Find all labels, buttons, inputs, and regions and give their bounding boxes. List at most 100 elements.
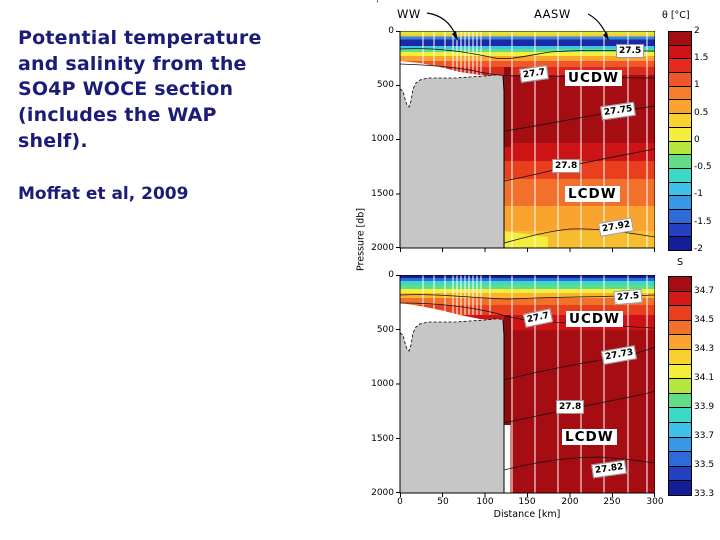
colorbar-segment bbox=[669, 167, 691, 182]
colorbar-segment bbox=[669, 113, 691, 127]
temperature-colorbar bbox=[668, 31, 692, 251]
shelf-slope-outline bbox=[502, 319, 505, 493]
slide-citation: Moffat et al, 2009 bbox=[18, 184, 189, 205]
region-label-lcdw: LCDW bbox=[562, 429, 617, 445]
colorbar-segment bbox=[669, 58, 691, 73]
colorbar-tick-label: -1.5 bbox=[694, 217, 712, 227]
isopycnal-label-chip: 27.5 bbox=[616, 44, 645, 58]
colorbar-tick-label: 33.7 bbox=[694, 431, 715, 441]
x-tick-label: 0 bbox=[397, 497, 403, 507]
colorbar-segment bbox=[669, 208, 691, 223]
x-tick-label: 50 bbox=[437, 497, 449, 507]
colorbar-segment bbox=[669, 319, 691, 335]
colorbar-segment bbox=[669, 334, 691, 349]
x-tick-label: 150 bbox=[518, 497, 536, 507]
colorbar-tick-label: 34.1 bbox=[694, 373, 715, 383]
stray-mark: ’ bbox=[376, 0, 379, 10]
salinity-colorbar-label: S bbox=[676, 257, 684, 268]
x-tick-label: 300 bbox=[646, 497, 664, 507]
y-tick-label: 500 bbox=[376, 325, 394, 335]
shelf-outline-dashed bbox=[399, 74, 504, 108]
colorbar-segment bbox=[669, 154, 691, 168]
aasw-arrowhead bbox=[603, 32, 609, 41]
x-tick-label: 200 bbox=[561, 497, 579, 507]
region-label-ucdw: UCDW bbox=[565, 70, 622, 86]
colorbar-segment bbox=[669, 44, 691, 59]
isopycnal-label-chip: 27.8 bbox=[552, 159, 581, 173]
colorbar-tick-label: -0.5 bbox=[694, 162, 712, 172]
shelf-outline-dashed bbox=[399, 318, 504, 352]
x-tick-label: 250 bbox=[603, 497, 621, 507]
y-tick-label: 0 bbox=[388, 270, 394, 280]
colorbar-tick-label: 0 bbox=[694, 135, 700, 145]
axis-ticks bbox=[396, 275, 655, 497]
colorbar-segment bbox=[669, 32, 691, 45]
isopycnal-label-chip: 27.5 bbox=[613, 288, 643, 306]
region-label-lcdw: LCDW bbox=[565, 186, 620, 202]
colorbar-tick-label: -2 bbox=[694, 244, 703, 254]
colorbar-tick-label: 34.3 bbox=[694, 344, 715, 354]
colorbar-segment bbox=[669, 392, 691, 408]
y-tick-label: 1500 bbox=[371, 189, 394, 199]
slide-title: Potential temperature and salinity from … bbox=[18, 27, 262, 152]
colorbar-tick-label: 33.3 bbox=[694, 489, 715, 499]
aasw-arrow bbox=[587, 13, 608, 37]
colorbar-segment bbox=[669, 140, 691, 155]
colorbar-tick-label: 1 bbox=[694, 80, 700, 90]
water-mass-label-ww: WW bbox=[397, 7, 421, 21]
colorbar-segment bbox=[669, 305, 691, 320]
colorbar-tick-label: 33.9 bbox=[694, 402, 715, 412]
colorbar-segment bbox=[669, 290, 691, 306]
colorbar-segment bbox=[669, 421, 691, 437]
colorbar-segment bbox=[669, 378, 691, 393]
shelf-bathymetry bbox=[400, 319, 504, 493]
region-label-ucdw: UCDW bbox=[566, 311, 623, 327]
station-lines bbox=[422, 275, 648, 493]
ww-arrowhead bbox=[452, 31, 458, 41]
salinity-colorbar bbox=[668, 276, 692, 496]
temperature-colorbar-label: θ [°C] bbox=[662, 10, 690, 21]
colorbar-segment bbox=[669, 436, 691, 452]
water-mass-label-aasw: AASW bbox=[534, 7, 571, 21]
colorbar-tick-label: 2 bbox=[694, 26, 700, 36]
x-tick-label: 100 bbox=[476, 497, 494, 507]
slide-text-block: Potential temperature and salinity from … bbox=[18, 26, 276, 204]
colorbar-segment bbox=[669, 363, 691, 379]
colorbar-segment bbox=[669, 236, 691, 250]
colorbar-tick-label: 33.5 bbox=[694, 460, 715, 470]
y-tick-label: 0 bbox=[388, 26, 394, 36]
colorbar-segment bbox=[669, 72, 691, 86]
colorbar-segment bbox=[669, 348, 691, 364]
y-tick-label: 1000 bbox=[371, 379, 394, 389]
pressure-axis-label: Pressure [db] bbox=[355, 207, 367, 272]
shelf-slope-outline bbox=[502, 75, 505, 248]
axis-ticks bbox=[396, 31, 655, 252]
y-tick-label: 500 bbox=[376, 80, 394, 90]
colorbar-segment bbox=[669, 407, 691, 422]
colorbar-segment bbox=[669, 451, 691, 466]
colorbar-tick-label: 34.7 bbox=[694, 286, 715, 296]
colorbar-segment bbox=[669, 195, 691, 209]
annotation-arrows bbox=[426, 12, 609, 41]
shelf-bathymetry bbox=[400, 75, 504, 248]
y-tick-label: 1000 bbox=[371, 134, 394, 144]
ww-arrow bbox=[426, 12, 457, 37]
colorbar-segment bbox=[669, 99, 691, 114]
colorbar-tick-label: -1 bbox=[694, 189, 703, 199]
colorbar-segment bbox=[669, 465, 691, 481]
colorbar-tick-label: 0.5 bbox=[694, 108, 709, 118]
colorbar-segment bbox=[669, 480, 691, 495]
colorbar-segment bbox=[669, 277, 691, 291]
colorbar-segment bbox=[669, 126, 691, 141]
y-tick-label: 2000 bbox=[371, 488, 394, 498]
isopycnal-label-chip: 27.8 bbox=[556, 400, 585, 414]
colorbar-segment bbox=[669, 222, 691, 237]
y-tick-label: 2000 bbox=[371, 243, 394, 253]
y-tick-label: 1500 bbox=[371, 434, 394, 444]
distance-axis-label: Distance [km] bbox=[493, 509, 561, 520]
colorbar-tick-label: 34.5 bbox=[694, 315, 715, 325]
colorbar-segment bbox=[669, 85, 691, 100]
colorbar-segment bbox=[669, 181, 691, 196]
colorbar-tick-label: 1.5 bbox=[694, 53, 709, 63]
